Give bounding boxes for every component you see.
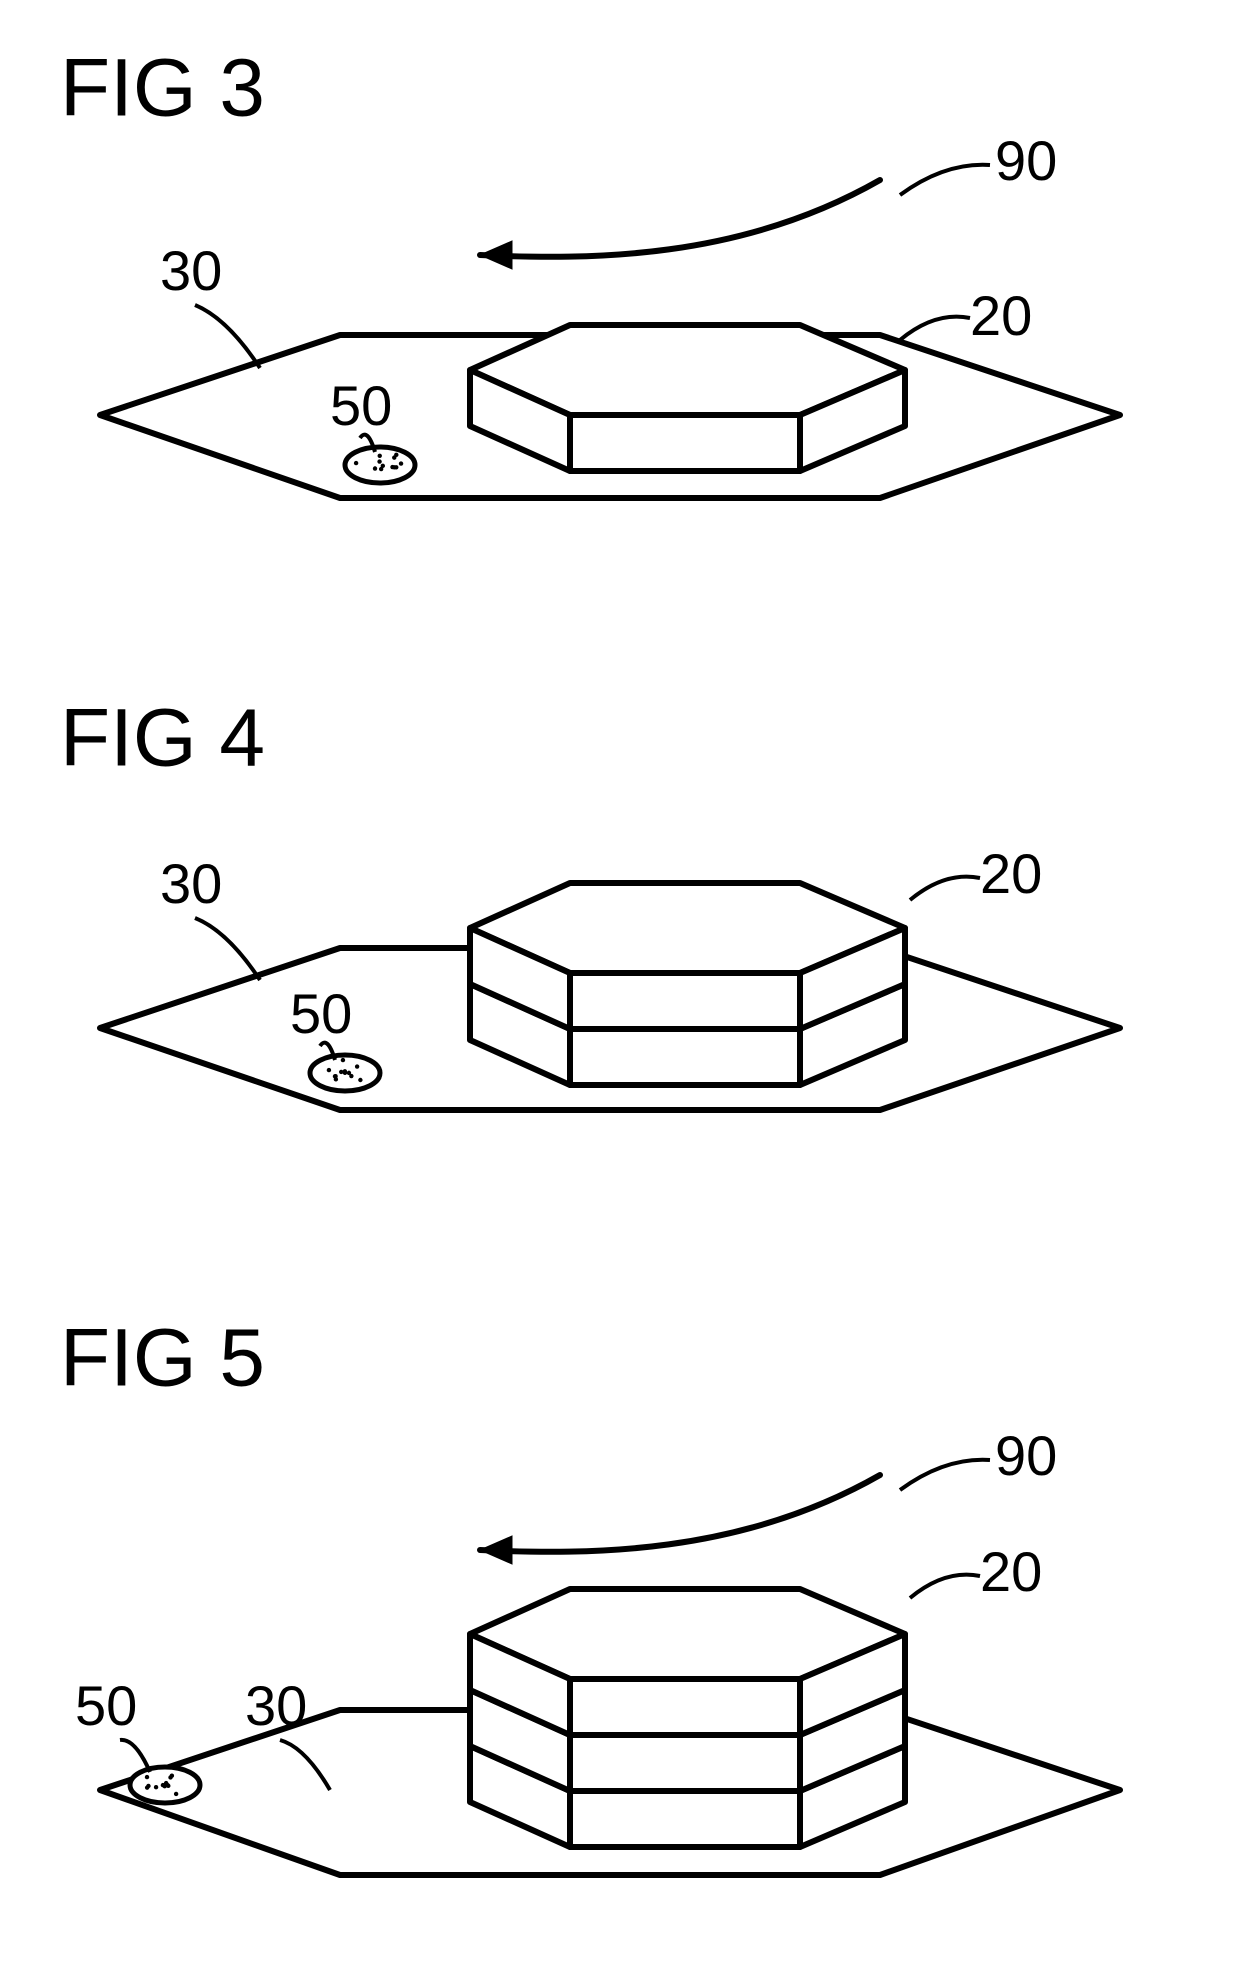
hexstack-ref-label: 20 xyxy=(970,284,1032,347)
patent-figure-page: FIG 3 90 30 20 50 FIG 4 30 20 50 FIG 5 90 30 20 50 xyxy=(0,0,1240,1974)
fig4-group: FIG 4 30 20 50 xyxy=(60,693,1120,1110)
platform-ref-label: 30 xyxy=(160,852,222,915)
fig5-group: FIG 5 90 30 20 50 xyxy=(60,1313,1120,1875)
fig3-group: FIG 3 90 30 20 50 xyxy=(60,43,1120,498)
marker-ref-label: 50 xyxy=(330,374,392,437)
figure-title: FIG 5 xyxy=(60,1313,265,1404)
hexstack-ref-label: 20 xyxy=(980,1540,1042,1603)
rotation-ref-label: 90 xyxy=(995,129,1057,192)
hexstack-ref-label: 20 xyxy=(980,842,1042,905)
marker-ref-label: 50 xyxy=(75,1674,137,1737)
figure-canvas: FIG 3 90 30 20 50 FIG 4 30 20 50 FIG 5 90 30 20 50 xyxy=(0,0,1240,1969)
platform-ref-label: 30 xyxy=(245,1674,307,1737)
rotation-ref-label: 90 xyxy=(995,1424,1057,1487)
platform-ref-label: 30 xyxy=(160,239,222,302)
figure-title: FIG 4 xyxy=(60,693,265,784)
marker-ref-label: 50 xyxy=(290,982,352,1045)
figure-title: FIG 3 xyxy=(60,43,265,134)
